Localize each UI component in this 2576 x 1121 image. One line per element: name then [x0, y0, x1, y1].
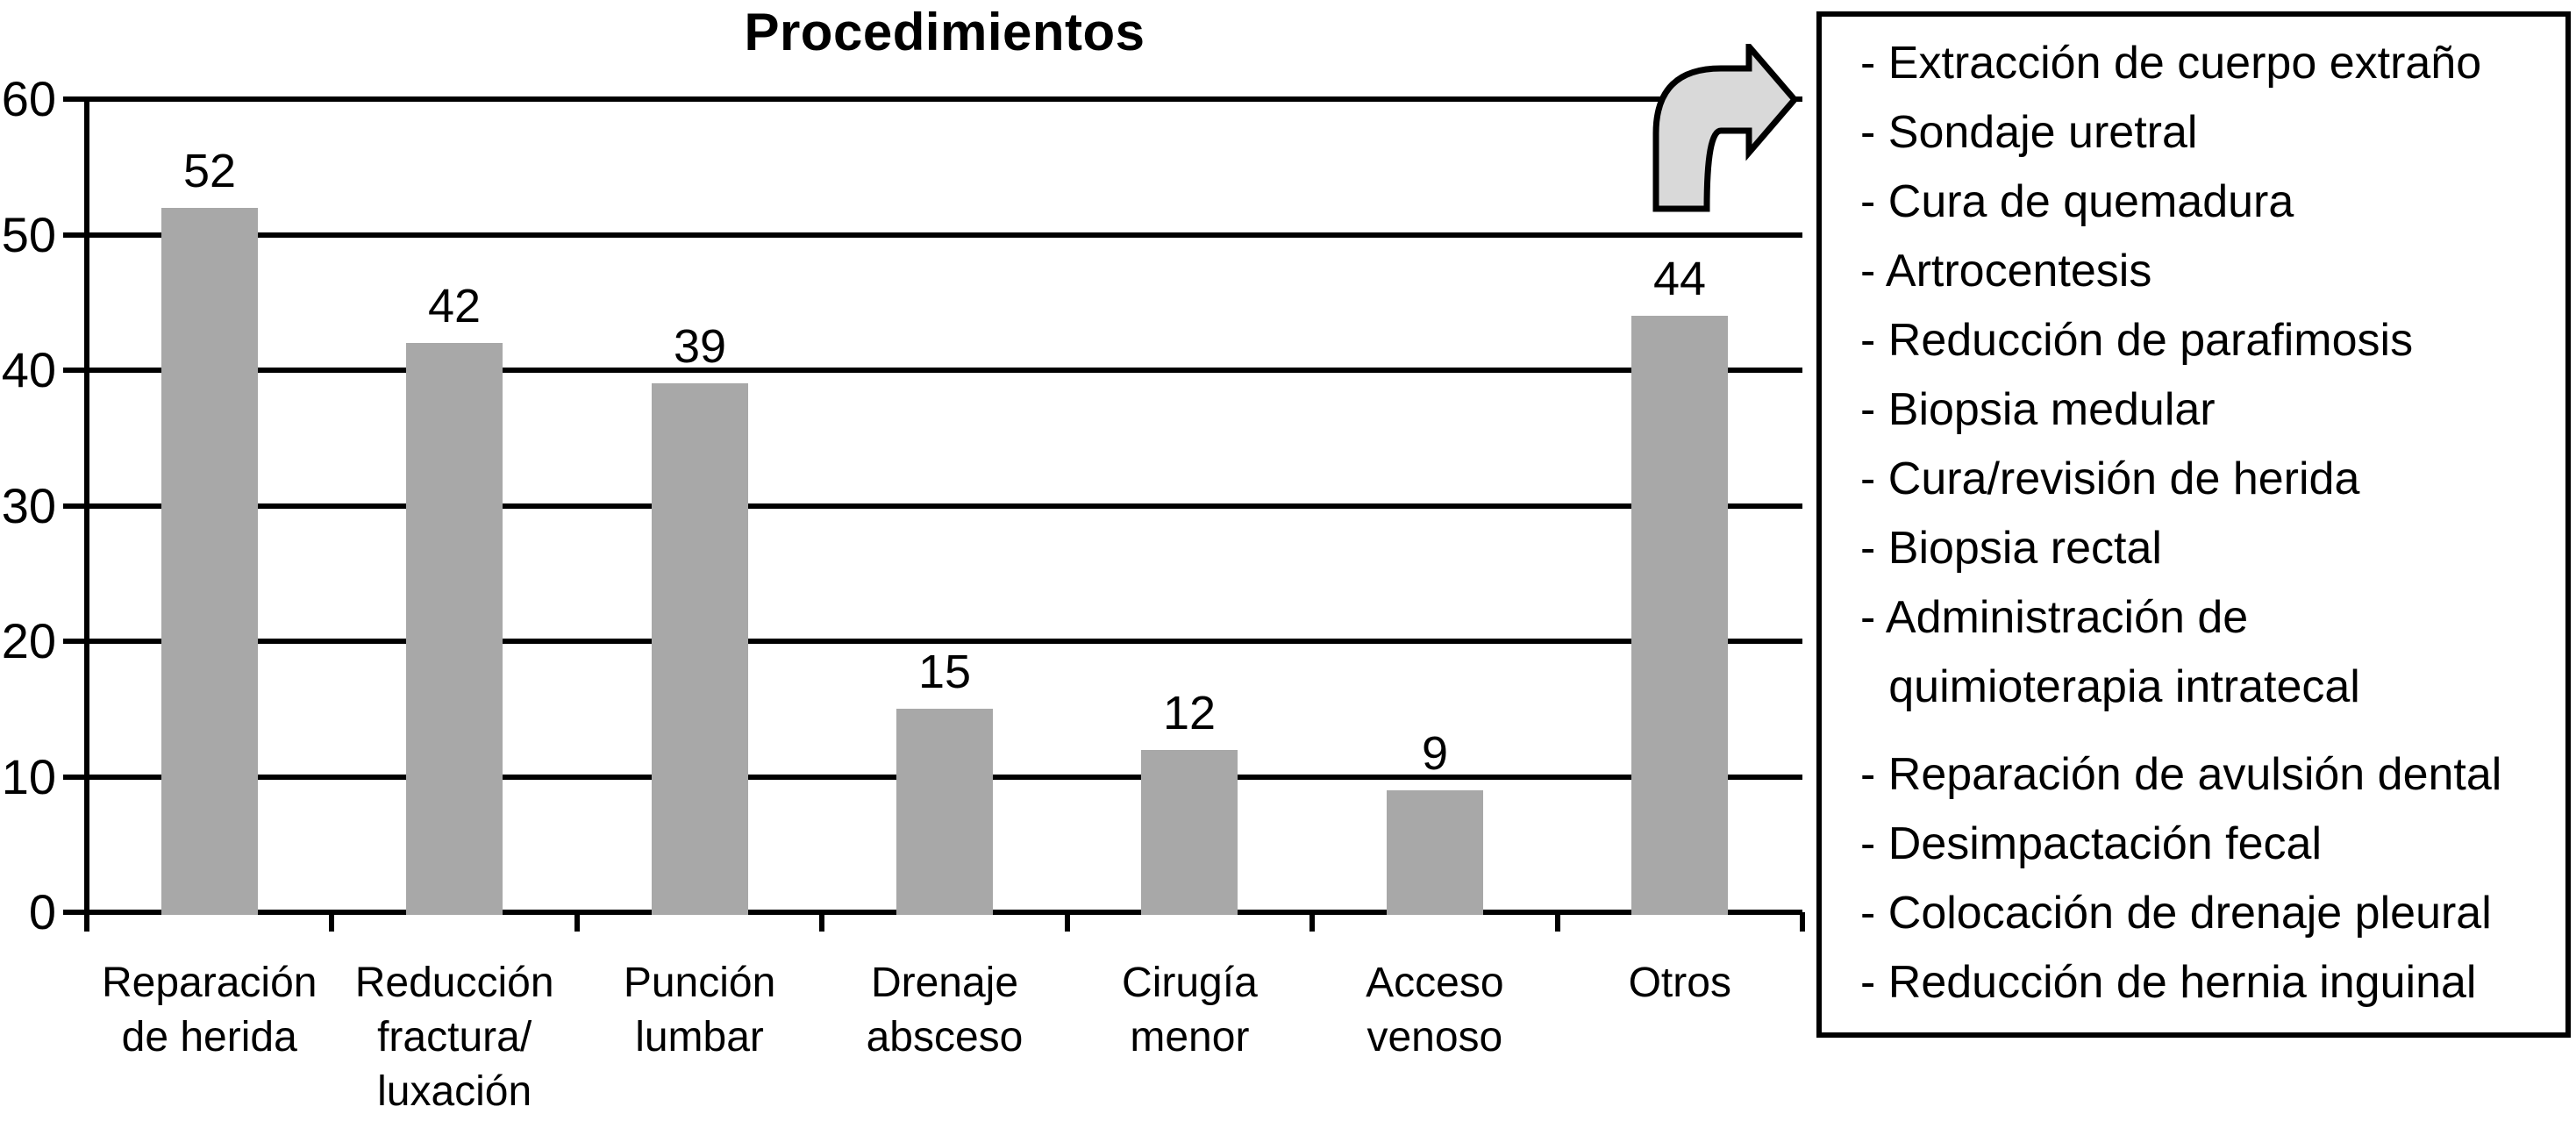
- x-axis-category-label-line: lumbar: [635, 1014, 764, 1060]
- x-axis-category-label-line: Otros: [1628, 960, 1731, 1006]
- bar-value-label: 42: [427, 280, 482, 332]
- list-item: - Reducción de hernia inguinal: [1860, 957, 2477, 1008]
- x-axis-category-label-line: Reducción: [354, 960, 554, 1006]
- list-item: - Cura/revisión de herida: [1860, 453, 2360, 504]
- x-axis-tick: [329, 912, 335, 932]
- list-item: - Artrocentesis: [1860, 246, 2152, 296]
- x-axis-category-label: Reparación de herida: [69, 956, 349, 1065]
- x-axis-category-label-line: Drenaje: [870, 960, 1019, 1006]
- x-axis-category-label: Acceso venoso: [1295, 956, 1574, 1065]
- y-axis-tick: [63, 232, 87, 238]
- bar-value-label: 9: [1421, 727, 1449, 780]
- list-item: - Extracción de cuerpo extraño: [1860, 38, 2482, 89]
- y-axis-tick-label: 0: [28, 884, 56, 939]
- y-axis-tick: [63, 910, 87, 915]
- list-item: - Reparación de avulsión dental: [1860, 749, 2502, 800]
- list-item: - Cura de quemadura: [1860, 176, 2294, 227]
- y-axis-tick-label: 60: [1, 71, 56, 126]
- x-axis-tick: [574, 912, 580, 932]
- x-axis-category-label: Otros: [1540, 956, 1820, 1010]
- bar: [896, 709, 993, 915]
- y-axis-tick: [63, 774, 87, 780]
- gridline: [87, 96, 1802, 102]
- bar-value-label: 39: [673, 320, 727, 373]
- bar: [406, 343, 503, 915]
- x-axis-tick: [1309, 912, 1316, 932]
- list-item: - Administración de quimioterapia intrate…: [1860, 592, 2360, 712]
- list-item: - Sondaje uretral: [1860, 107, 2198, 158]
- list-item: - Colocación de drenaje pleural: [1860, 888, 2492, 939]
- x-axis-category-label-line: de herida: [121, 1014, 297, 1060]
- curved-arrow-icon: [1652, 44, 1799, 212]
- x-axis-category-label-line: luxación: [377, 1068, 532, 1115]
- y-axis-tick: [63, 368, 87, 373]
- bar-value-label: 12: [1162, 687, 1217, 739]
- y-axis-tick-label: 40: [1, 342, 56, 397]
- x-axis-category-label-line: Cirugía: [1122, 960, 1258, 1006]
- procedures-list: - Extracción de cuerpo extraño - Sondaje …: [1822, 17, 2565, 1017]
- y-axis-tick: [63, 503, 87, 509]
- x-axis-category-label-line: Punción: [623, 960, 776, 1006]
- list-item: - Biopsia medular: [1860, 384, 2216, 435]
- x-axis-category-label: Drenaje absceso: [804, 956, 1084, 1065]
- x-axis-category-label-line: venoso: [1366, 1014, 1503, 1060]
- x-axis-tick: [1554, 912, 1560, 932]
- bar: [161, 208, 258, 915]
- x-axis-category-label: Punción lumbar: [560, 956, 839, 1065]
- bar-value-label: 15: [917, 646, 972, 698]
- gridline: [87, 232, 1802, 238]
- bar: [652, 383, 748, 915]
- bar: [1631, 316, 1728, 915]
- x-axis-category-label: Cirugía menor: [1050, 956, 1330, 1065]
- bar-value-label: 52: [182, 145, 237, 197]
- bar: [1387, 790, 1483, 915]
- gridline: [87, 503, 1802, 509]
- x-axis-tick: [1800, 912, 1805, 932]
- bar: [1141, 750, 1238, 915]
- y-axis-tick-label: 50: [1, 206, 56, 262]
- chart-title: Procedimientos: [744, 3, 1145, 61]
- y-axis-tick-label: 10: [1, 748, 56, 804]
- bar-value-label: 44: [1652, 253, 1707, 305]
- gridline: [87, 639, 1802, 644]
- y-axis-tick-label: 30: [1, 477, 56, 533]
- x-axis-category-label-line: fractura/: [377, 1014, 532, 1060]
- gridline: [87, 368, 1802, 373]
- y-axis: [84, 96, 89, 932]
- x-axis-tick: [1064, 912, 1070, 932]
- x-axis-category-label-line: menor: [1130, 1014, 1250, 1060]
- list-item: - Biopsia rectal: [1860, 523, 2162, 574]
- y-axis-tick: [63, 639, 87, 644]
- x-axis-tick: [819, 912, 825, 932]
- x-axis-category-label: Reducción fractura/luxación: [314, 956, 594, 1119]
- list-item: - Desimpactación fecal: [1860, 818, 2322, 869]
- x-axis-category-label-line: absceso: [866, 1014, 1024, 1060]
- procedures-list-box: - Extracción de cuerpo extraño - Sondaje …: [1816, 11, 2571, 1038]
- y-axis-tick-label: 20: [1, 613, 56, 668]
- x-axis-category-label-line: Reparación: [101, 960, 318, 1006]
- x-axis-category-label-line: Acceso: [1366, 960, 1504, 1006]
- y-axis-tick: [63, 96, 87, 102]
- list-item: - Reducción de parafimosis: [1860, 315, 2414, 366]
